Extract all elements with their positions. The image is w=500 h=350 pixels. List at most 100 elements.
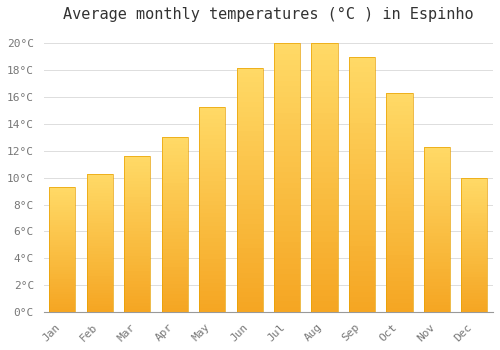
Bar <box>274 70 300 76</box>
Bar <box>162 256 188 260</box>
Bar <box>199 259 226 262</box>
Bar <box>236 297 262 302</box>
Bar <box>424 170 450 173</box>
Bar <box>86 193 113 196</box>
Bar <box>199 107 226 312</box>
Bar <box>50 192 76 195</box>
Bar <box>274 296 300 301</box>
Bar <box>50 265 76 267</box>
Bar <box>199 172 226 176</box>
Bar <box>236 239 262 244</box>
Bar <box>386 286 412 290</box>
Bar <box>312 301 338 307</box>
Bar <box>461 247 487 250</box>
Bar <box>424 262 450 266</box>
Bar <box>424 206 450 210</box>
Bar <box>312 215 338 220</box>
Bar <box>312 231 338 237</box>
Bar <box>124 296 150 300</box>
Bar <box>236 92 262 97</box>
Bar <box>349 240 375 246</box>
Bar <box>124 234 150 237</box>
Bar <box>312 65 338 70</box>
Bar <box>124 231 150 234</box>
Bar <box>199 115 226 119</box>
Bar <box>199 271 226 275</box>
Bar <box>386 119 412 124</box>
Bar <box>199 168 226 172</box>
Bar <box>386 198 412 203</box>
Bar <box>424 176 450 180</box>
Bar <box>162 211 188 214</box>
Bar <box>199 135 226 139</box>
Bar <box>424 147 450 150</box>
Bar <box>50 297 76 300</box>
Bar <box>312 92 338 97</box>
Bar <box>86 306 113 309</box>
Bar <box>162 218 188 221</box>
Bar <box>461 202 487 204</box>
Bar <box>199 283 226 287</box>
Bar <box>162 305 188 308</box>
Bar <box>274 183 300 188</box>
Bar <box>349 77 375 82</box>
Bar <box>86 201 113 204</box>
Bar <box>461 242 487 245</box>
Bar <box>236 278 262 283</box>
Bar <box>162 260 188 263</box>
Bar <box>386 150 412 154</box>
Bar <box>349 88 375 93</box>
Bar <box>349 256 375 261</box>
Bar <box>386 176 412 181</box>
Bar <box>386 154 412 159</box>
Bar <box>424 259 450 262</box>
Bar <box>386 181 412 185</box>
Bar <box>236 224 262 229</box>
Bar <box>236 199 262 204</box>
Bar <box>124 209 150 212</box>
Bar <box>312 274 338 280</box>
Bar <box>424 236 450 239</box>
Bar <box>162 267 188 270</box>
Bar <box>349 93 375 98</box>
Bar <box>236 97 262 102</box>
Bar <box>274 113 300 119</box>
Bar <box>86 212 113 215</box>
Bar <box>386 106 412 111</box>
Bar <box>124 253 150 256</box>
Bar <box>50 254 76 257</box>
Bar <box>236 287 262 292</box>
Bar <box>86 257 113 259</box>
Bar <box>461 223 487 226</box>
Bar <box>312 76 338 81</box>
Bar <box>86 287 113 290</box>
Bar <box>162 294 188 298</box>
Bar <box>349 276 375 281</box>
Bar <box>124 278 150 281</box>
Bar <box>461 253 487 255</box>
Bar <box>236 126 262 131</box>
Bar <box>236 121 262 126</box>
Bar <box>386 93 412 312</box>
Bar <box>274 215 300 220</box>
Bar <box>424 147 450 312</box>
Bar <box>86 204 113 207</box>
Bar <box>199 308 226 312</box>
Bar <box>424 196 450 200</box>
Bar <box>386 133 412 137</box>
Bar <box>124 190 150 194</box>
Bar <box>274 253 300 258</box>
Bar <box>424 167 450 170</box>
Bar <box>162 176 188 179</box>
Bar <box>86 218 113 221</box>
Bar <box>349 205 375 210</box>
Bar <box>199 250 226 254</box>
Bar <box>386 128 412 133</box>
Bar <box>86 246 113 248</box>
Bar <box>50 277 76 280</box>
Bar <box>162 186 188 190</box>
Bar <box>386 168 412 172</box>
Bar <box>86 254 113 257</box>
Bar <box>386 111 412 115</box>
Bar <box>424 163 450 167</box>
